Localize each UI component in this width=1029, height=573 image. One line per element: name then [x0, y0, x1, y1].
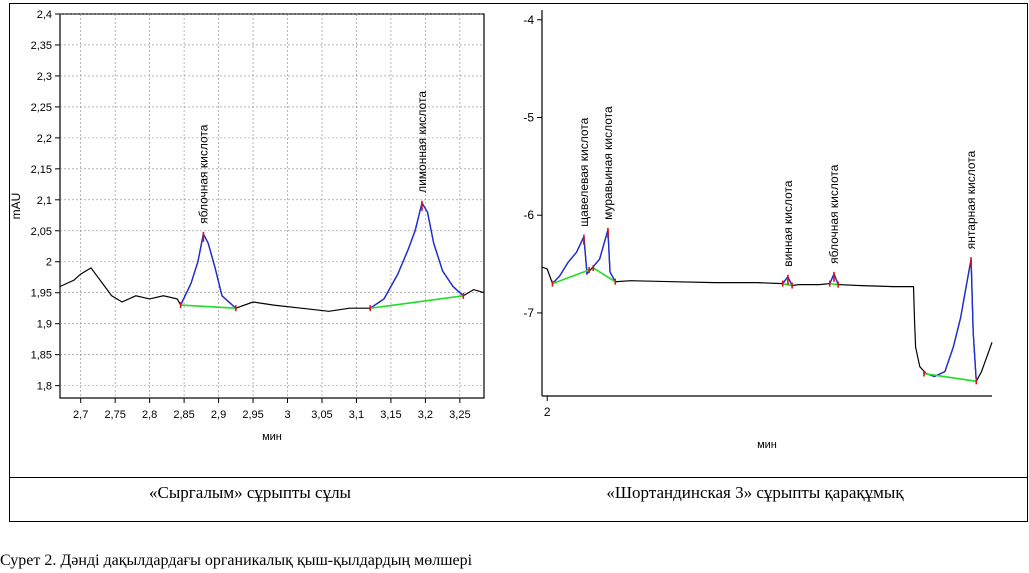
chromatogram-right: 2-4-5-6-7минmAUщавелевая кислотамуравьин…: [523, 10, 993, 451]
peak-trace: [551, 234, 590, 285]
x-tick-label: 2: [544, 405, 551, 419]
x-tick-label: 3,25: [449, 409, 470, 421]
peak-label: яблочная кислота: [827, 164, 841, 264]
peak-label: муравьиная кислота: [601, 106, 615, 220]
y-tick-label: 2: [46, 257, 52, 269]
y-tick-label: 1,85: [31, 350, 52, 362]
caption-row-border: [9, 477, 1028, 478]
x-tick-label: 3,1: [349, 409, 364, 421]
x-tick-label: 3,05: [311, 409, 332, 421]
y-tick-label: 2,35: [31, 40, 52, 52]
figure-table-border: [9, 3, 1028, 522]
y-tick-label: 2,25: [31, 102, 52, 114]
y-tick-label: 2,2: [37, 133, 52, 145]
plot-area: [59, 13, 485, 399]
peak-baseline: [180, 304, 236, 309]
peak-label: янтарная кислота: [964, 150, 978, 249]
y-tick-label: -6: [523, 208, 534, 222]
x-axis-title: мин: [262, 431, 282, 443]
peak-baseline: [829, 282, 839, 286]
x-tick-label: 3: [284, 409, 290, 421]
x-tick-label: 2,7: [73, 409, 88, 421]
x-tick-label: 2,8: [142, 409, 157, 421]
peak-baseline: [552, 269, 590, 285]
peak-label: щавелевая кислота: [577, 117, 591, 226]
y-tick-label: 2,4: [37, 9, 52, 21]
chromatogram-left: 2,7 2,75 2,8 2,85 2,9 2,95 3 3,05 3,1 3,15 3,2 3,25…: [10, 9, 485, 443]
x-tick-label: 3,2: [418, 409, 433, 421]
peak-label: винная кислота: [781, 180, 795, 267]
peak-baseline: [923, 372, 977, 383]
y-tick-label: 1,95: [31, 288, 52, 300]
figure-caption: Сурет 2. Дәнді дақылдардағы органикалық …: [0, 552, 473, 569]
peak-trace: [369, 201, 464, 309]
y-tick-label: -5: [523, 110, 534, 124]
y-tick-label: 2,05: [31, 226, 52, 238]
x-tick-label: 2,95: [242, 409, 263, 421]
peak-trace: [923, 259, 977, 382]
panel-caption-left: «Сыргалым» сұрыпты сұлы: [149, 483, 351, 502]
y-tick-label: 2,3: [37, 71, 52, 83]
panel-caption-right: «Шортандинская 3» сұрыпты қарақұмық: [606, 483, 904, 502]
y-tick-label: 1,9: [37, 319, 52, 331]
y-axis-title: mAU: [10, 193, 23, 220]
peak-label: яблочная кислота: [196, 124, 210, 224]
y-tick-label: 2,1: [37, 195, 52, 207]
x-tick-label: 2,9: [211, 409, 226, 421]
y-tick-label: -4: [523, 13, 534, 27]
x-tick-label: 2,75: [104, 409, 125, 421]
peak-baseline: [370, 295, 464, 309]
y-tick-label: 1,8: [37, 381, 52, 393]
y-tick-label: 2,15: [31, 164, 52, 176]
signal-trace: [59, 201, 485, 312]
y-tick-label: -7: [523, 306, 534, 320]
x-tick-label: 3,15: [380, 409, 401, 421]
peak-label: лимонная кислота: [415, 91, 429, 193]
peak-baseline: [592, 267, 616, 283]
peak-trace: [180, 231, 237, 309]
x-axis-title: мин: [757, 439, 777, 451]
x-tick-label: 2,85: [173, 409, 194, 421]
